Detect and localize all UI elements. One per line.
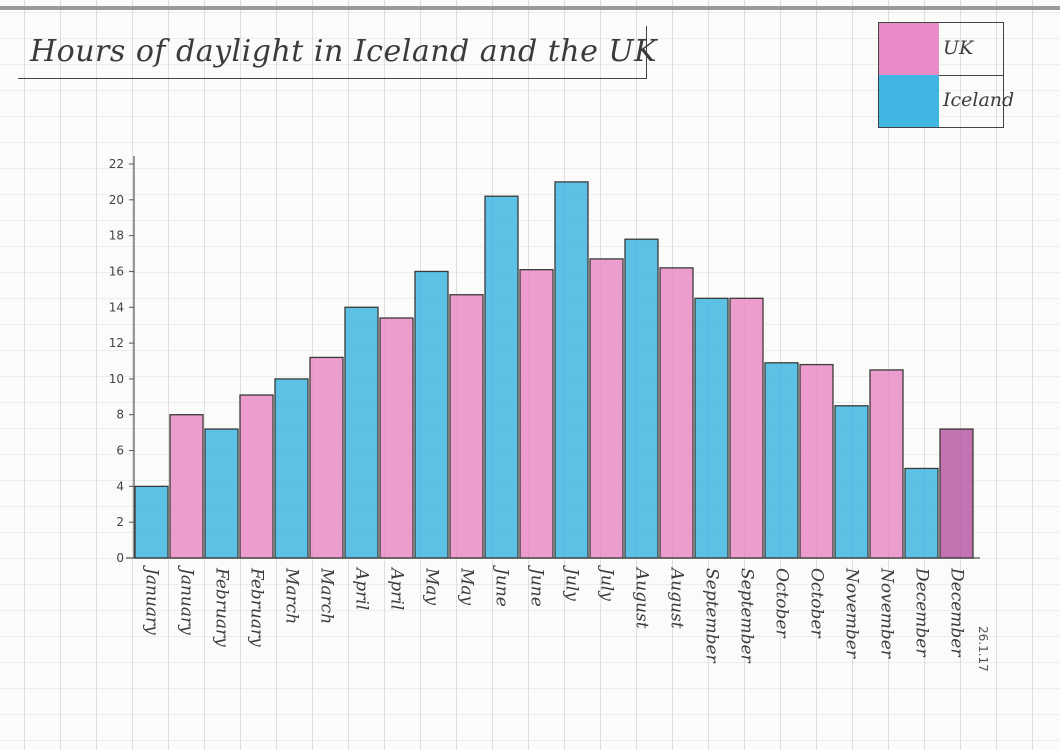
x-tick-label: September: [702, 568, 722, 664]
x-tick-label: January: [142, 565, 162, 635]
y-tick-label: 2: [116, 515, 124, 529]
bar-iceland-june: [484, 195, 519, 559]
y-tick-label: 12: [109, 336, 124, 350]
x-tick-label: September: [737, 568, 757, 664]
legend-item-iceland: Iceland: [879, 75, 1014, 127]
legend-label-iceland: Iceland: [943, 89, 1015, 111]
x-tick-label: June: [492, 565, 512, 607]
date-note: 26.1.17: [976, 626, 990, 672]
legend: UK Iceland: [878, 22, 1014, 128]
bar-iceland-july: [554, 181, 589, 559]
legend-item-uk: UK: [879, 23, 1003, 76]
y-tick-label: 4: [116, 479, 124, 493]
bar-uk-december: [939, 428, 974, 559]
chart-title: Hours of daylight in Iceland and the UK: [30, 34, 658, 69]
bar-uk-november: [869, 369, 904, 559]
bar-uk-august: [659, 267, 694, 559]
x-tick-label: January: [177, 565, 197, 635]
bar-iceland-january: [134, 485, 169, 559]
x-tick-label: July: [597, 565, 617, 601]
bar-iceland-october: [764, 362, 799, 559]
bar-iceland-february: [204, 428, 239, 559]
x-tick-label: August: [667, 566, 687, 629]
y-tick-label: 18: [109, 229, 124, 243]
y-tick-label: 14: [109, 300, 124, 314]
bar-iceland-august: [624, 238, 659, 559]
x-tick-label: March: [317, 567, 337, 624]
bar-iceland-may: [414, 270, 449, 559]
bar-uk-june: [519, 269, 554, 559]
bar-uk-october: [799, 363, 834, 559]
x-tick-label: April: [387, 566, 407, 610]
y-tick-label: 0: [116, 551, 124, 565]
bar-iceland-november: [834, 405, 869, 559]
x-tick-label: November: [842, 567, 862, 659]
y-tick-label: 6: [116, 444, 124, 458]
y-tick-label: 22: [109, 157, 124, 171]
x-tick-label: July: [562, 565, 582, 601]
y-tick-label: 20: [109, 193, 124, 207]
x-tick-label: December: [912, 567, 932, 657]
bar-uk-january: [169, 414, 204, 559]
bar-uk-april: [379, 317, 414, 559]
x-tick-label: April: [352, 566, 372, 610]
x-tick-label: December: [947, 567, 967, 657]
x-tick-label: May: [422, 567, 442, 606]
bar-iceland-april: [344, 306, 379, 559]
y-tick-label: 8: [116, 408, 124, 422]
x-tick-label: June: [527, 565, 547, 607]
x-tick-label: May: [457, 567, 477, 606]
bar-uk-july: [589, 258, 624, 559]
x-tick-label: November: [877, 567, 897, 659]
y-tick-label: 10: [109, 372, 124, 386]
legend-swatch-iceland: [879, 75, 939, 127]
title-box: [18, 26, 647, 79]
bar-iceland-september: [694, 297, 729, 559]
x-tick-label: March: [282, 567, 302, 624]
x-tick-label: October: [772, 568, 792, 638]
bar-uk-february: [239, 394, 274, 559]
paper-top-rule: [0, 6, 1060, 10]
legend-swatch-uk: [879, 23, 939, 75]
x-tick-label: August: [632, 566, 652, 629]
y-tick-label: 16: [109, 264, 124, 278]
bar-uk-march: [309, 356, 344, 559]
bar-uk-may: [449, 294, 484, 559]
bar-iceland-march: [274, 378, 309, 559]
x-tick-label: October: [807, 568, 827, 638]
x-tick-label: February: [247, 567, 267, 647]
x-tick-label: February: [212, 567, 232, 647]
legend-label-uk: UK: [943, 37, 974, 59]
bar-iceland-december: [904, 467, 939, 559]
bar-uk-september: [729, 297, 764, 559]
